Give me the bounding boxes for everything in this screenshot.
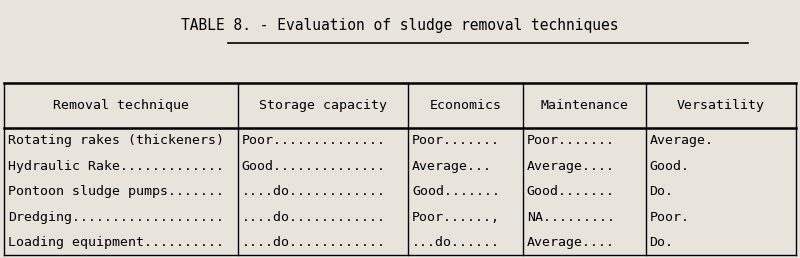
Text: Hydraulic Rake.............: Hydraulic Rake............. <box>8 159 224 173</box>
Text: ....do............: ....do............ <box>242 236 386 249</box>
Text: Rotating rakes (thickeners): Rotating rakes (thickeners) <box>8 134 224 147</box>
Text: Good..............: Good.............. <box>242 159 386 173</box>
Text: Average...: Average... <box>412 159 492 173</box>
Text: Loading equipment..........: Loading equipment.......... <box>8 236 224 249</box>
Text: Good.......: Good....... <box>412 185 500 198</box>
Text: Poor..............: Poor.............. <box>242 134 386 147</box>
Text: Average....: Average.... <box>526 236 614 249</box>
Text: Poor.......: Poor....... <box>412 134 500 147</box>
Text: Economics: Economics <box>430 99 502 112</box>
Text: ....do............: ....do............ <box>242 185 386 198</box>
Text: Versatility: Versatility <box>677 99 765 112</box>
Text: Dredging...................: Dredging................... <box>8 211 224 224</box>
Text: Do.: Do. <box>650 236 674 249</box>
Text: Pontoon sludge pumps.......: Pontoon sludge pumps....... <box>8 185 224 198</box>
Text: NA.........: NA......... <box>526 211 614 224</box>
Text: ....do............: ....do............ <box>242 211 386 224</box>
Text: Average.: Average. <box>650 134 714 147</box>
Text: Good.: Good. <box>650 159 690 173</box>
Text: ...do......: ...do...... <box>412 236 500 249</box>
Text: Removal technique: Removal technique <box>53 99 189 112</box>
Text: Average....: Average.... <box>526 159 614 173</box>
Text: Poor.......: Poor....... <box>526 134 614 147</box>
Text: Storage capacity: Storage capacity <box>258 99 386 112</box>
Text: Good.......: Good....... <box>526 185 614 198</box>
Text: Do.: Do. <box>650 185 674 198</box>
Text: TABLE 8. - Evaluation of sludge removal techniques: TABLE 8. - Evaluation of sludge removal … <box>182 18 618 33</box>
Text: Maintenance: Maintenance <box>540 99 628 112</box>
Text: Poor......,: Poor......, <box>412 211 500 224</box>
Text: Poor.: Poor. <box>650 211 690 224</box>
